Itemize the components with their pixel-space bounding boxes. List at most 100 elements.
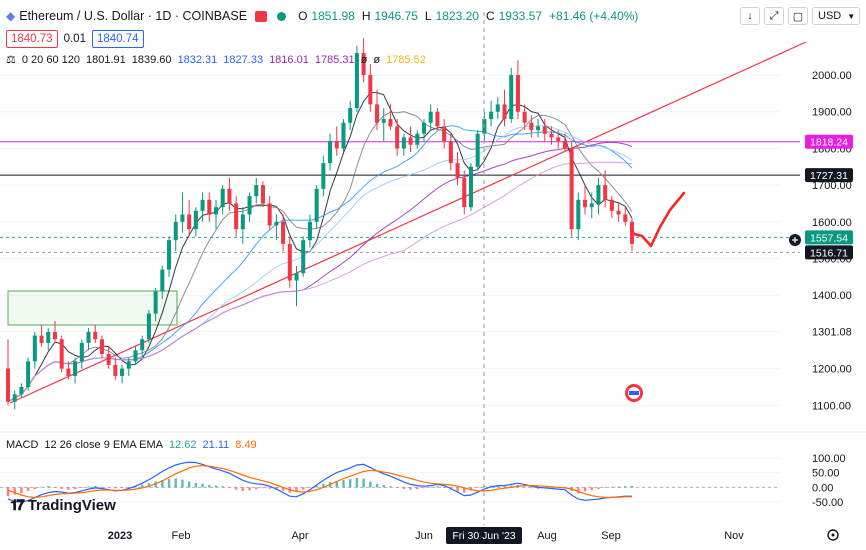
sell-price-button[interactable]: 1840.73 [6,30,58,48]
candle [5,368,11,402]
macd-histogram-bar [221,486,224,488]
close-label: C [485,9,495,23]
macd-histogram-bar [13,487,16,495]
indicator-values: 1801.91 1839.60 1832.31 1827.33 1816.01 1785.… [86,54,426,66]
indicator-value: 1785.52 [386,53,426,66]
candle [193,210,198,230]
candle [354,53,359,109]
candle [542,126,547,134]
macd-histogram-bar [442,487,446,488]
candle [180,214,185,222]
indicator-value: 1832.31 [177,53,218,66]
time-axis[interactable]: 2023 Feb Apr Jun Aug Sep Nov Fri 30 Jun '23 [108,527,745,544]
macd-axis[interactable]: 100.00 50.00 0.00 -50.00 [812,453,846,509]
price-label: 1818.24 [810,137,848,149]
macd-histogram-bar [550,487,553,489]
macd-histogram-bar [362,478,365,488]
macd-histogram-bar [60,487,63,489]
price-tick-label: 1200.00 [812,364,852,376]
open-label: O [298,9,308,23]
candle [408,137,413,145]
candle [629,221,635,244]
candle [99,339,104,354]
candle [200,199,205,211]
candle [475,133,480,167]
moving-averages [7,92,633,403]
crosshair-date-label: Fri 30 Jun '23 [452,530,515,542]
buy-price-button[interactable]: 1840.74 [91,30,144,48]
macd-histogram-bar [187,481,191,488]
candle [361,53,366,76]
candle [509,75,514,120]
macd-histogram-bar [496,485,500,488]
candle [307,221,312,241]
symbol-title[interactable]: Ethereum / U.S. Dollar · 1D · COINBASE [19,9,248,23]
moving-average-line [7,141,633,403]
macd-histogram-bar [100,486,104,488]
arrow-down-icon[interactable]: ↓ [740,7,760,25]
candle [328,141,333,164]
range-box[interactable] [7,290,178,326]
macd-histogram-bar [167,479,171,488]
candle [536,126,541,131]
candle [240,214,245,230]
candle [133,350,138,362]
macd-histogram-bar [40,486,43,488]
macd-legend[interactable]: MACD 12 26 close 9 EMA EMA 12.62 21.11 8… [6,439,257,451]
macd-histogram-bar [382,485,385,488]
projection-drawing[interactable] [629,191,686,248]
candle [435,111,440,127]
price-label-box [805,245,853,260]
macd-histogram-bar [610,486,614,488]
macd-histogram-bar [523,486,526,488]
market-status-icon[interactable] [277,11,287,21]
grid [0,74,780,406]
price-axis[interactable]: 2000.001900.001800.001700.001600.001500.… [812,70,852,412]
moving-average-line [7,125,633,403]
candle [502,104,507,120]
macd-histogram-bar [107,487,110,488]
candle [167,240,172,270]
candle [596,185,601,204]
macd-histogram-bar [33,487,37,490]
candle [19,386,24,395]
macd-tick-label: 100.00 [812,453,846,465]
price-tick-label: 1301.08 [812,327,852,339]
macd-histogram-bar [322,483,325,488]
candle [301,240,306,274]
macd-label: MACD [6,439,39,451]
settings-gear-icon[interactable] [827,529,839,541]
candle [12,394,17,402]
event-icon[interactable] [625,384,643,402]
candle [294,273,299,281]
scale-icon: ⚖ [6,54,16,66]
candle [448,141,453,164]
macd-histogram-bar [530,487,533,489]
candle [140,339,145,351]
candle [187,214,192,230]
tradingview-logo[interactable]: 𝟏𝟕 TradingView [10,497,116,514]
macd-histogram-bar [214,485,218,488]
candle [220,188,225,208]
moving-average-line [7,125,633,403]
window-icon[interactable]: ▢ [788,7,808,25]
macd-histogram-bar [127,487,130,488]
candle [401,137,406,149]
macd-tick-label: 0.00 [812,482,833,494]
macd-histogram-bar [255,487,258,490]
indicator-legend[interactable]: ⚖ 0 20 60 120 1801.91 1839.60 1832.31 1827.… [6,53,426,67]
currency-select[interactable]: USD ▼ [812,7,860,25]
candle [562,141,567,149]
macd-tick-label: 50.00 [812,468,840,480]
add-price-alert-icon[interactable] [789,234,801,246]
flag-icon[interactable] [255,10,268,22]
indicator-value: 1785.31 [314,53,355,66]
candle [415,133,420,145]
indicator-value: 1827.33 [223,53,264,66]
high-value: 1946.75 [374,9,418,23]
expand-icon[interactable]: ⤢ [764,7,784,25]
trend-line[interactable] [9,41,807,404]
candle [207,199,212,215]
macd-histogram-bar [536,487,540,489]
